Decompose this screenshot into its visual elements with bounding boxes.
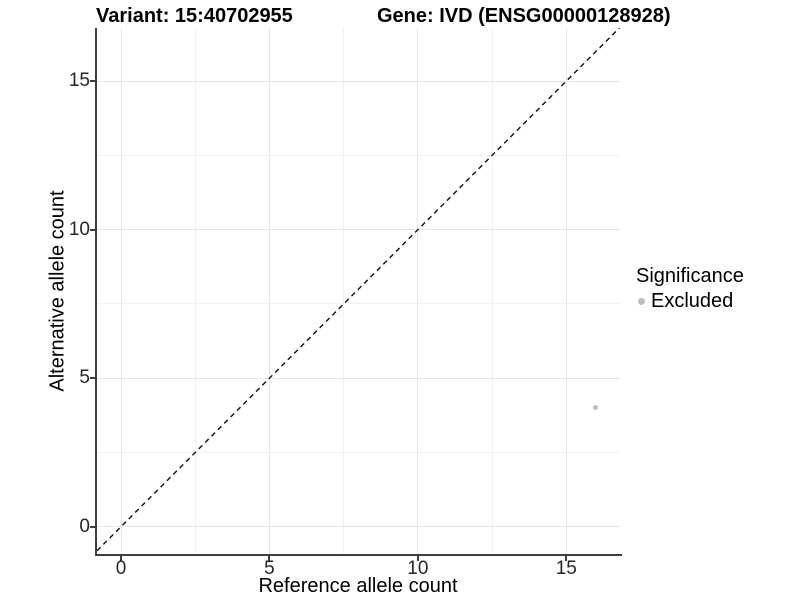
x-axis-title: Reference allele count (258, 575, 458, 597)
plot-title-variant: Variant: 15:40702955 (96, 5, 293, 27)
x-tick-mark (268, 556, 271, 561)
gridline-major-vertical (565, 28, 567, 554)
x-tick-label: 15 (555, 558, 577, 579)
plot-panel (97, 28, 620, 554)
y-tick-label: 10 (68, 218, 90, 240)
y-tick-label: 0 (79, 515, 90, 537)
x-tick-label: 10 (407, 558, 429, 579)
gridline-major-vertical (268, 28, 270, 554)
x-tick-mark (416, 556, 419, 561)
gridline-minor-vertical (491, 28, 493, 554)
data-point (593, 405, 599, 411)
x-tick-mark (565, 556, 568, 561)
gridline-major-vertical (120, 28, 122, 554)
gridline-major-horizontal (97, 526, 620, 528)
legend-item-label: Excluded (651, 290, 734, 312)
y-tick-label: 5 (79, 367, 90, 389)
gridline-minor-horizontal (97, 154, 620, 156)
gridline-minor-vertical (194, 28, 196, 554)
legend-key-dot-icon (638, 297, 645, 305)
plot-title-gene: Gene: IVD (ENSG00000128928) (377, 5, 671, 27)
y-axis-title: Alternative allele count (46, 190, 69, 392)
y-tick-mark (90, 80, 95, 83)
y-tick-mark (90, 525, 95, 528)
x-tick-label: 5 (264, 558, 275, 579)
y-tick-label: 15 (68, 70, 90, 92)
y-axis-line (95, 28, 97, 556)
legend-items: Excluded (636, 289, 744, 313)
y-tick-mark (90, 228, 95, 231)
gridline-major-horizontal (97, 377, 620, 379)
gridline-minor-horizontal (97, 451, 620, 453)
identity-reference-line (97, 28, 620, 552)
gridline-minor-horizontal (97, 303, 620, 305)
x-tick-mark (120, 556, 123, 561)
y-tick-mark (90, 377, 95, 380)
legend-title: Significance (636, 265, 744, 287)
x-tick-label: 0 (115, 558, 127, 579)
legend: Significance Excluded (636, 264, 744, 313)
gridline-major-horizontal (97, 229, 620, 231)
x-axis-line (95, 554, 622, 556)
gridline-major-horizontal (97, 80, 620, 82)
gridline-minor-vertical (343, 28, 345, 554)
legend-item: Excluded (636, 289, 744, 313)
gridline-major-vertical (417, 28, 419, 554)
